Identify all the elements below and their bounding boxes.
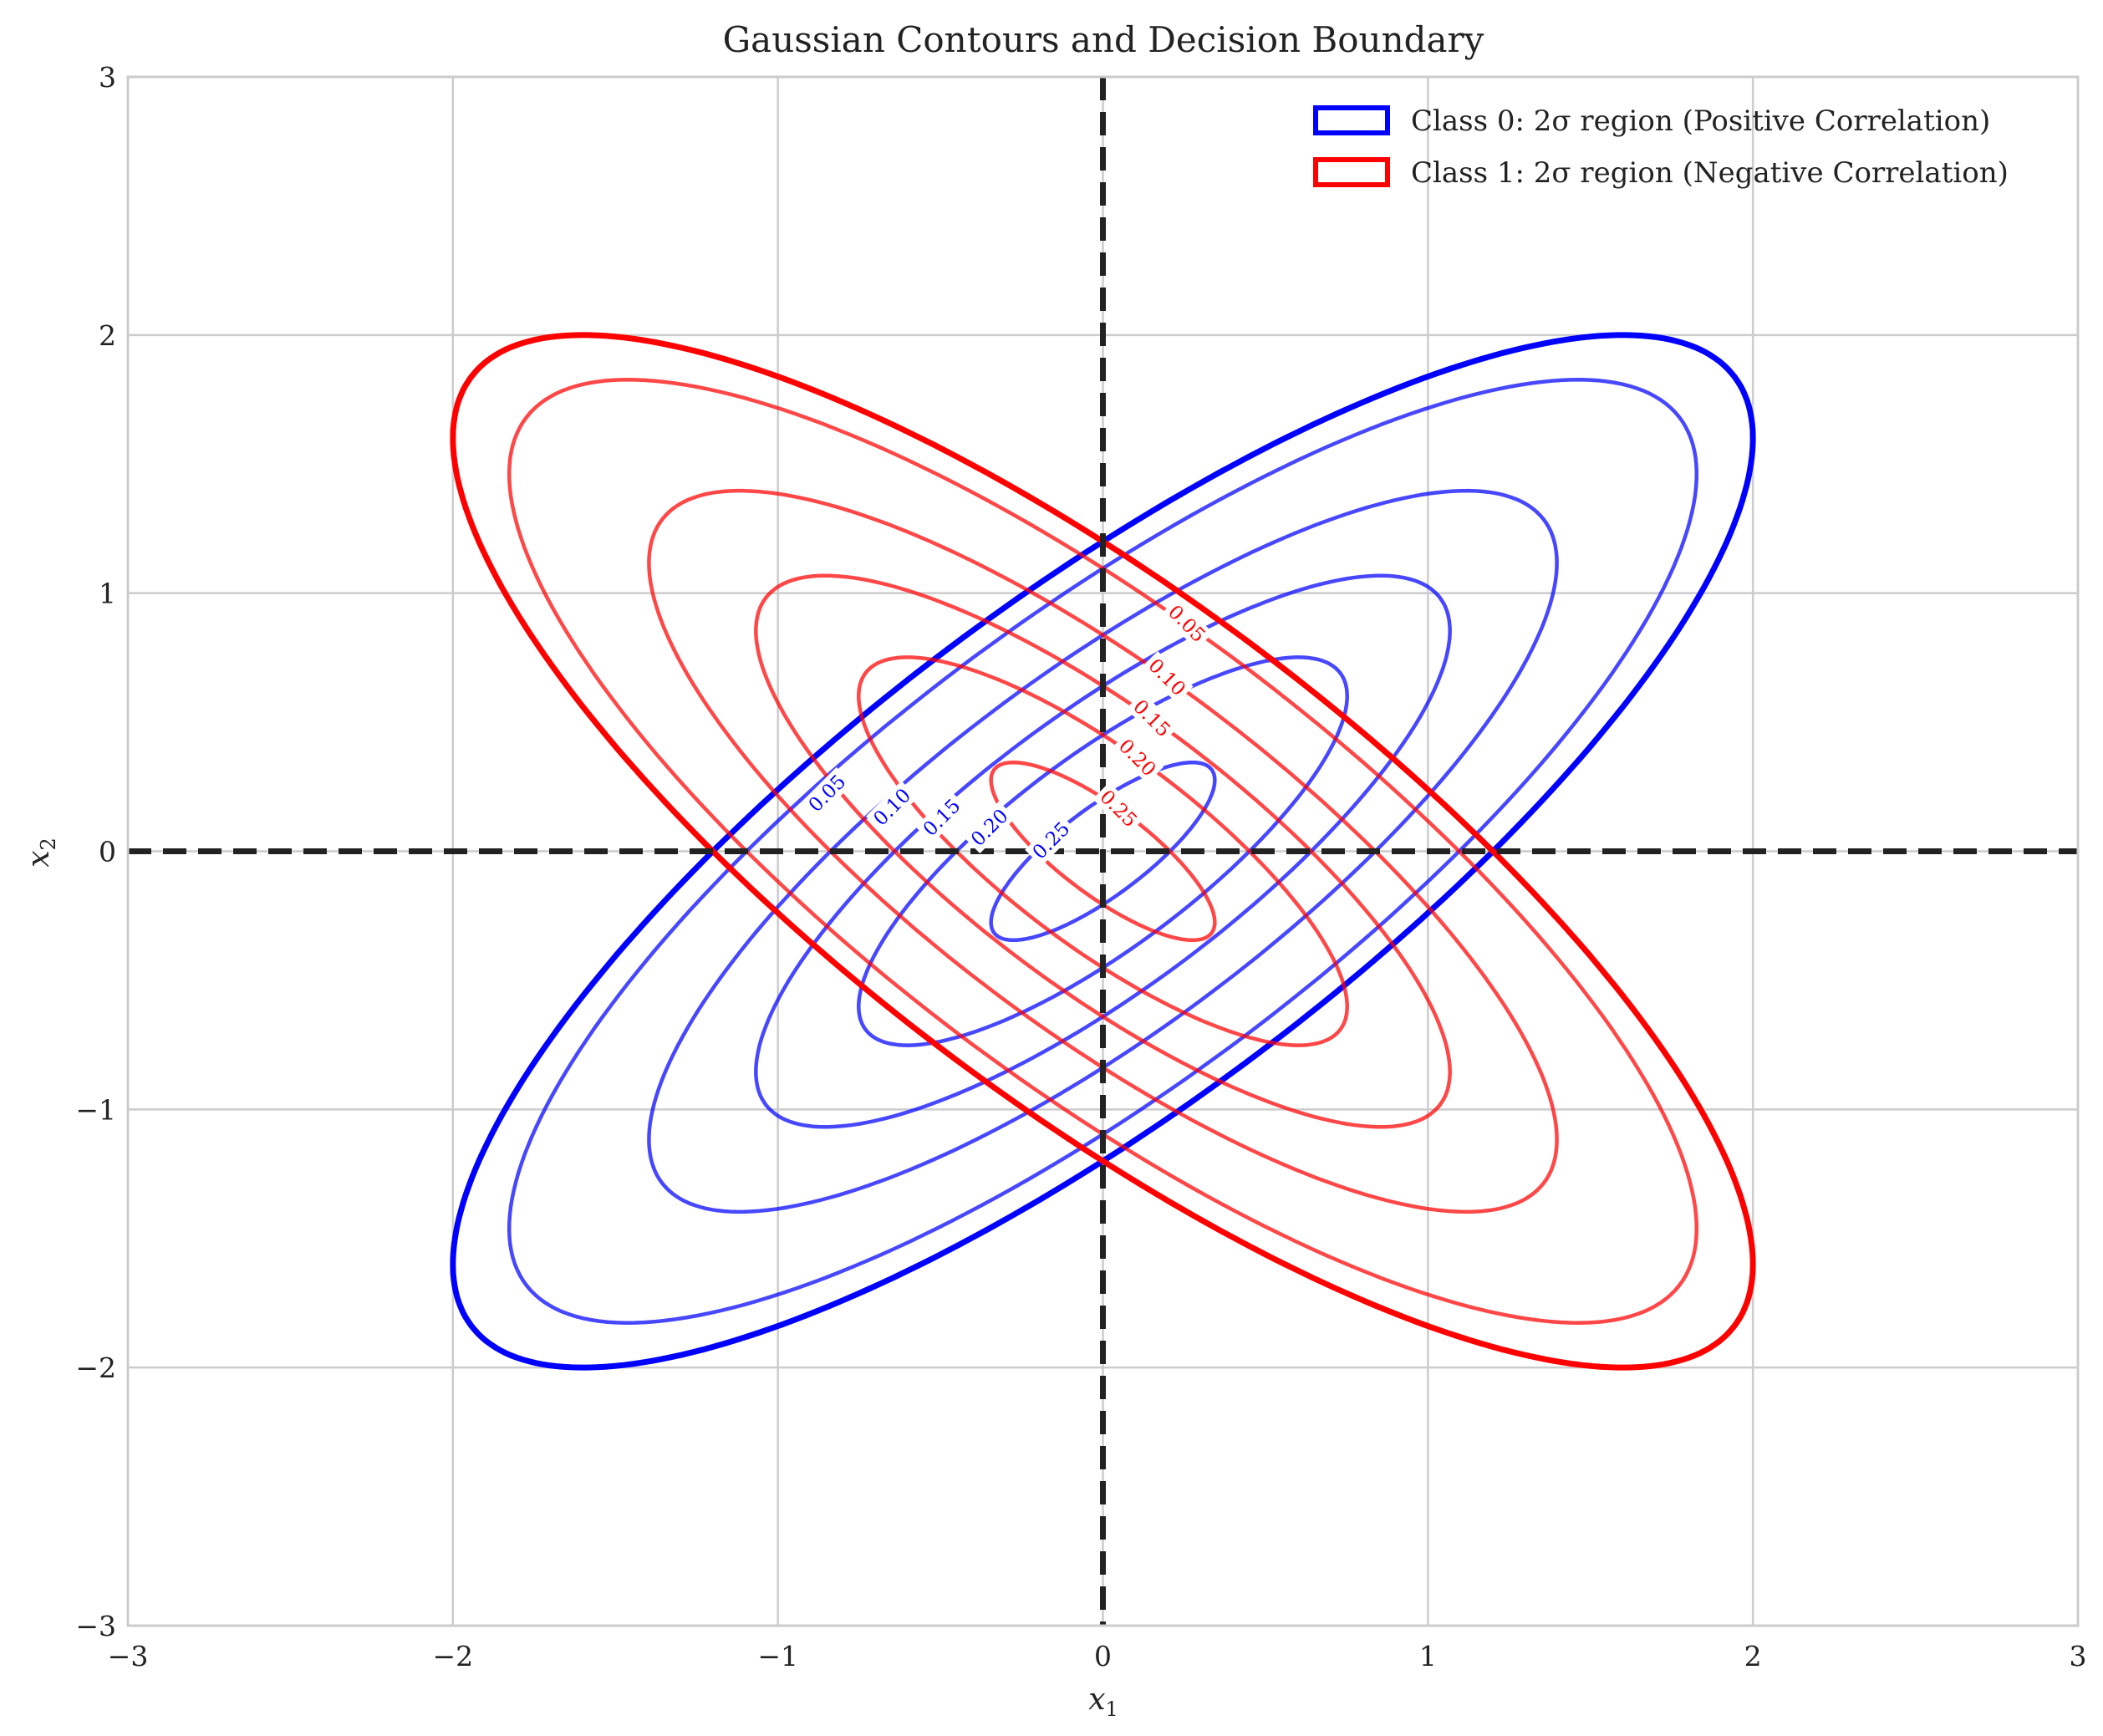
- y-tick-label-5: 2: [99, 319, 116, 352]
- series-1-contour-label-bg-2: [1126, 692, 1179, 745]
- series-0-contour-label-bg-0: [801, 766, 853, 820]
- series-1-2sigma-region: [450, 332, 1756, 1371]
- plot-frame-layer: [126, 75, 2080, 1627]
- series-1-contour-label-bg-1: [1141, 650, 1194, 704]
- series-0-contour-1: [647, 488, 1559, 1214]
- y-tick-label-3: 0: [99, 836, 116, 868]
- legend-swatch-1: [1313, 157, 1390, 187]
- series-1-contour-1: [647, 488, 1559, 1214]
- series-0-contour-4: [989, 760, 1217, 943]
- y-axis-label: x2: [22, 837, 60, 868]
- x-tick-label-6: 3: [2070, 1640, 2087, 1672]
- x-tick-label-3: 0: [1094, 1640, 1112, 1672]
- x-axis-label-base: x: [1088, 1683, 1105, 1717]
- y-axis-label-group: x2: [22, 837, 60, 868]
- y-tick-label-4: 1: [99, 578, 116, 610]
- series-1-contour-3: [857, 655, 1349, 1047]
- series-1-contour-label-bg-0: [1160, 597, 1214, 650]
- series-1-contour-label-bg-3: [1111, 731, 1164, 784]
- x-tick-label-5: 2: [1744, 1640, 1762, 1672]
- y-tick-label-0: −3: [75, 1610, 116, 1642]
- plot-frame: [126, 75, 2080, 1627]
- series-layer: [450, 332, 1756, 1371]
- series-0-contour-label-bg-4: [1025, 814, 1077, 867]
- y-tick-label-1: −2: [75, 1352, 116, 1384]
- x-axis-label: x1: [1088, 1683, 1118, 1721]
- series-1-contour-4: [989, 760, 1217, 943]
- legend-swatch-0: [1313, 105, 1390, 135]
- series-0-contour-2: [754, 573, 1452, 1129]
- x-tick-label-4: 1: [1419, 1640, 1437, 1672]
- legend-label-1: Class 1: 2σ region (Negative Correlation…: [1411, 156, 2009, 190]
- tick-label-layer: −3 −2 −1 0 1 2 3 −3 −2 −1 0 1 2 3: [75, 61, 2086, 1672]
- series-0-contour-0: [507, 378, 1699, 1325]
- legend: Class 0: 2σ region (Positive Correlation…: [1313, 104, 2009, 190]
- y-tick-label-6: 3: [99, 61, 116, 94]
- series-1-contour-0: [507, 378, 1699, 1325]
- series-1-contour-2: [754, 573, 1452, 1129]
- series-0-2sigma-region: [450, 332, 1756, 1371]
- series-1-contours: [450, 332, 1756, 1371]
- series-0-contour-label-bg-2: [915, 791, 968, 843]
- series-0-contour-label-bg-1: [865, 781, 919, 833]
- x-axis-label-subscript: 1: [1106, 1698, 1118, 1721]
- chart-title: Gaussian Contours and Decision Boundary: [723, 19, 1484, 60]
- series-0-contour-label-bg-3: [963, 801, 1016, 854]
- x-tick-label-0: −3: [108, 1640, 149, 1672]
- x-tick-label-2: −1: [757, 1640, 798, 1672]
- legend-label-0: Class 0: 2σ region (Positive Correlation…: [1411, 104, 1990, 138]
- y-axis-label-base: x: [22, 850, 56, 867]
- decision-boundary-layer: [128, 77, 2078, 1626]
- y-tick-label-2: −1: [75, 1093, 116, 1126]
- x-tick-label-1: −2: [433, 1640, 474, 1672]
- series-1-contour-label-bg-4: [1092, 782, 1145, 835]
- y-axis-label-subscript: 2: [37, 837, 60, 850]
